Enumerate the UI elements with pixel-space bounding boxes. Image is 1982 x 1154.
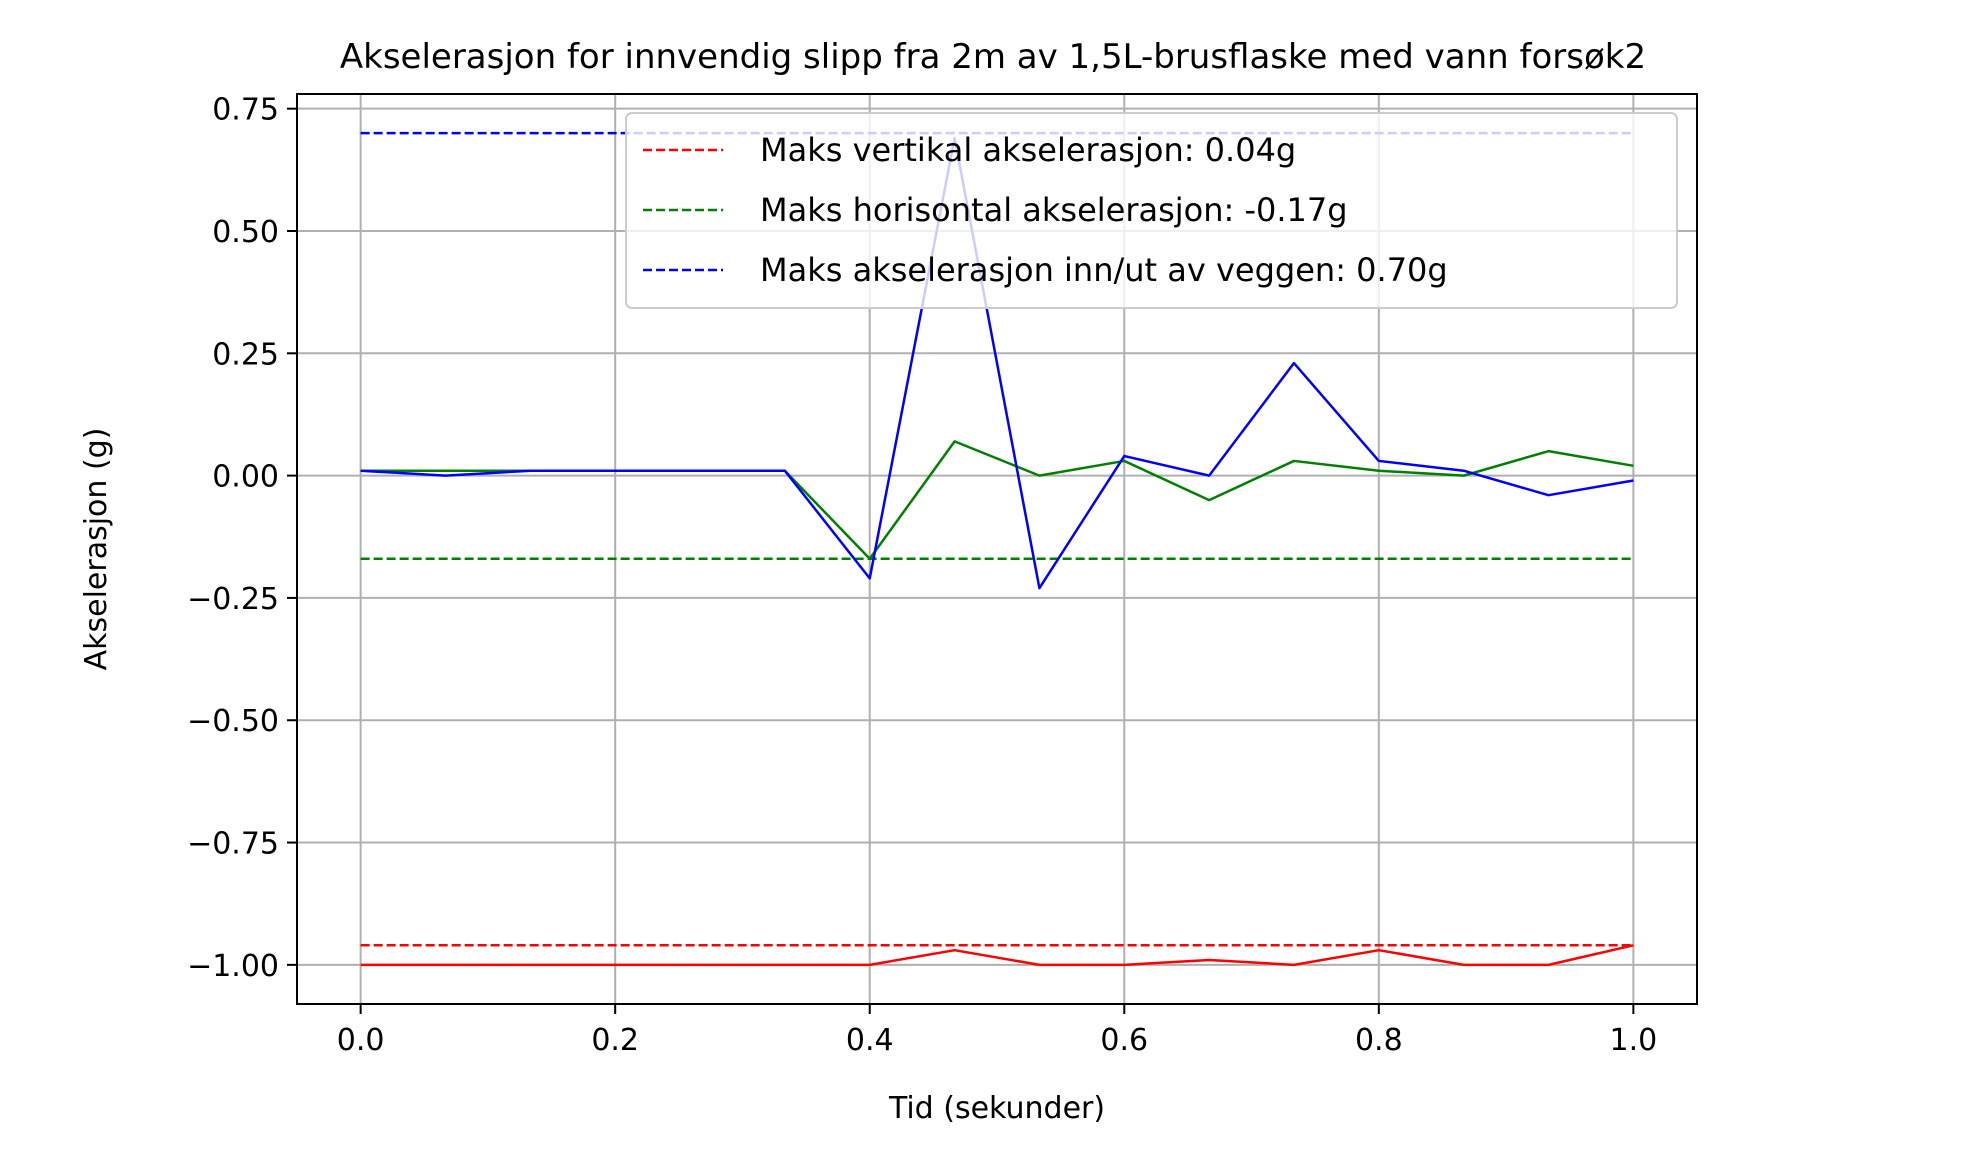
plot-frame bbox=[296, 93, 1698, 1005]
y-tick-label: 0.25 bbox=[212, 337, 279, 372]
x-tick-label: 0.4 bbox=[846, 1023, 894, 1058]
axis-ticks: 0.0 0.2 0.4 0.6 0.8 1.0 0.75 0.50 0.25 0.00 −0.25 −… bbox=[187, 93, 1657, 1058]
legend: Maks vertikal akselerasjon: 0.04g Maks ho… bbox=[625, 112, 1678, 309]
legend-box bbox=[625, 112, 1678, 309]
x-tick-label: 0.8 bbox=[1355, 1023, 1403, 1058]
y-tick-label: −0.50 bbox=[187, 704, 279, 739]
chart-title: Akselerasjon for innvendig slipp fra 2m … bbox=[340, 37, 1646, 77]
x-axis-label: Tid (sekunder) bbox=[888, 1091, 1105, 1126]
y-axis-label: Akselerasjon (g) bbox=[79, 428, 114, 671]
legend-label: Maks akselerasjon inn/ut av veggen: 0.70… bbox=[760, 251, 1448, 289]
y-tick-label: −1.00 bbox=[187, 949, 279, 984]
x-tick-label: 0.0 bbox=[337, 1023, 385, 1058]
legend-label: Maks horisontal akselerasjon: -0.17g bbox=[760, 191, 1348, 229]
y-tick-label: 0.50 bbox=[212, 215, 279, 250]
y-tick-label: 0.75 bbox=[212, 93, 279, 128]
y-tick-label: 0.00 bbox=[212, 460, 279, 495]
x-tick-label: 0.2 bbox=[591, 1023, 639, 1058]
series-lines bbox=[360, 136, 1634, 967]
series-line bbox=[360, 440, 1634, 561]
y-tick-label: −0.25 bbox=[187, 582, 279, 617]
legend-label: Maks vertikal akselerasjon: 0.04g bbox=[760, 131, 1296, 169]
x-tick-label: 0.6 bbox=[1100, 1023, 1148, 1058]
series-line bbox=[360, 136, 1634, 590]
series-line bbox=[360, 944, 1634, 967]
x-tick-label: 1.0 bbox=[1610, 1023, 1658, 1058]
y-tick-label: −0.75 bbox=[187, 827, 279, 862]
